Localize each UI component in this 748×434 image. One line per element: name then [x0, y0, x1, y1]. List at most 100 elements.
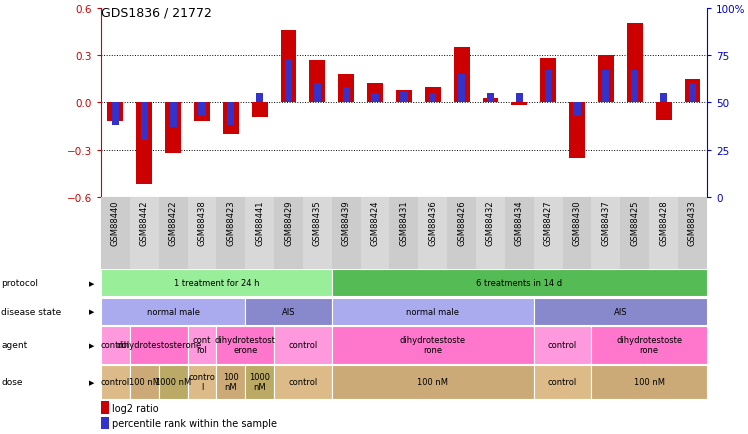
Bar	[458, 75, 465, 103]
Bar	[101, 401, 108, 414]
Bar	[684, 79, 700, 103]
Bar	[592, 197, 620, 269]
Bar	[108, 103, 123, 122]
Text: GSM88422: GSM88422	[168, 200, 177, 245]
Text: dihydrotestoste
rone: dihydrotestoste rone	[616, 336, 682, 354]
Bar	[101, 417, 108, 429]
Bar	[515, 94, 523, 103]
Text: GSM88439: GSM88439	[342, 200, 351, 245]
Bar	[332, 298, 534, 325]
Text: GSM88424: GSM88424	[370, 200, 379, 245]
Bar	[101, 365, 130, 398]
Bar	[689, 84, 696, 103]
Text: dose: dose	[1, 378, 23, 386]
Bar	[216, 197, 245, 269]
Bar	[245, 365, 274, 398]
Text: log2 ratio: log2 ratio	[111, 403, 159, 413]
Bar	[130, 326, 188, 364]
Bar	[101, 197, 130, 269]
Bar	[252, 103, 268, 117]
Bar	[562, 197, 592, 269]
Text: GSM88429: GSM88429	[284, 200, 293, 245]
Bar	[216, 326, 274, 364]
Bar	[194, 103, 210, 122]
Text: agent: agent	[1, 341, 28, 349]
Text: GSM88435: GSM88435	[313, 200, 322, 245]
Bar	[447, 197, 476, 269]
Text: 1000 nM: 1000 nM	[155, 378, 191, 386]
Bar	[111, 103, 119, 126]
Text: normal male: normal male	[147, 307, 200, 316]
Bar	[534, 298, 707, 325]
Bar	[280, 31, 296, 103]
Bar	[598, 56, 614, 103]
Bar	[245, 298, 332, 325]
Text: GSM88423: GSM88423	[227, 200, 236, 245]
Bar	[101, 298, 245, 325]
Text: 100
nM: 100 nM	[223, 373, 239, 391]
Bar	[188, 365, 216, 398]
Text: GSM88425: GSM88425	[631, 200, 640, 245]
Bar	[274, 326, 332, 364]
Text: GSM88441: GSM88441	[255, 200, 264, 245]
Text: GSM88433: GSM88433	[688, 200, 697, 245]
Text: 6 treatments in 14 d: 6 treatments in 14 d	[476, 279, 562, 288]
Bar	[678, 197, 707, 269]
Bar	[660, 94, 667, 103]
Bar	[332, 326, 534, 364]
Bar	[245, 197, 274, 269]
Bar	[216, 365, 245, 398]
Text: percentile rank within the sample: percentile rank within the sample	[111, 418, 277, 428]
Bar	[602, 71, 610, 103]
Text: dihydrotestosterone: dihydrotestosterone	[116, 341, 201, 349]
Bar	[198, 103, 206, 116]
Text: 100 nM: 100 nM	[634, 378, 665, 386]
Bar	[400, 92, 408, 103]
Text: GSM88432: GSM88432	[486, 200, 495, 245]
Bar	[188, 326, 216, 364]
Bar	[101, 270, 332, 297]
Text: GSM88428: GSM88428	[659, 200, 668, 245]
Bar	[534, 365, 592, 398]
Bar	[425, 87, 441, 103]
Bar	[227, 103, 234, 126]
Text: disease state: disease state	[1, 307, 62, 316]
Text: ▶: ▶	[89, 342, 95, 348]
Bar	[620, 197, 649, 269]
Bar	[476, 197, 505, 269]
Bar	[396, 90, 412, 103]
Bar	[338, 75, 354, 103]
Bar	[159, 365, 188, 398]
Text: GSM88426: GSM88426	[457, 200, 466, 245]
Bar	[332, 270, 707, 297]
Text: control: control	[101, 378, 130, 386]
Text: control: control	[548, 341, 577, 349]
Bar	[487, 94, 494, 103]
Text: control: control	[288, 378, 318, 386]
Text: GSM88440: GSM88440	[111, 200, 120, 245]
Bar	[274, 197, 303, 269]
Bar	[592, 326, 707, 364]
Text: dihydrotestost
erone: dihydrotestost erone	[215, 336, 276, 354]
Bar	[285, 59, 292, 103]
Bar	[627, 24, 643, 103]
Bar	[367, 84, 383, 103]
Text: cont
rol: cont rol	[193, 336, 211, 354]
Bar	[223, 103, 239, 135]
Bar	[569, 103, 585, 158]
Bar	[534, 326, 592, 364]
Text: ▶: ▶	[89, 309, 95, 314]
Text: ▶: ▶	[89, 379, 95, 385]
Bar	[372, 94, 378, 103]
Text: control: control	[101, 341, 130, 349]
Bar	[418, 197, 447, 269]
Bar	[454, 48, 470, 103]
Bar	[656, 103, 672, 120]
Text: 100 nM: 100 nM	[129, 378, 160, 386]
Bar	[429, 94, 436, 103]
Bar	[310, 61, 325, 103]
Bar	[361, 197, 390, 269]
Bar	[512, 103, 527, 106]
Text: 1 treatment for 24 h: 1 treatment for 24 h	[174, 279, 259, 288]
Bar	[170, 103, 177, 128]
